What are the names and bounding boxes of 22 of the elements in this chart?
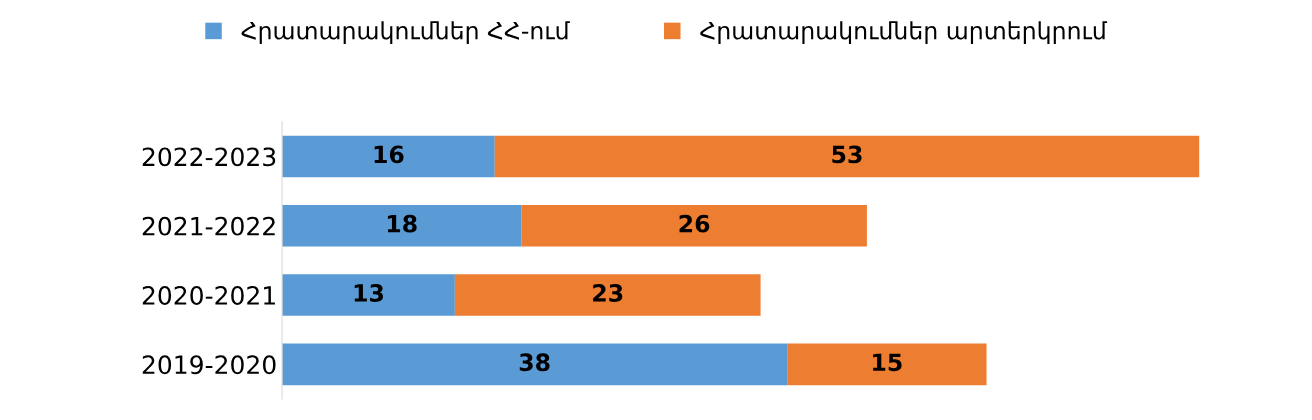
legend-label: Հրատարակումներ ՀՀ-ում xyxy=(241,21,570,45)
bar xyxy=(494,135,1200,178)
data-label: 53 xyxy=(832,145,862,164)
bar xyxy=(282,204,522,247)
bar xyxy=(521,204,867,247)
data-label: 15 xyxy=(873,353,902,372)
bar xyxy=(787,343,987,386)
y-tick-label: 2021-2022 xyxy=(142,216,275,236)
y-tick-label: 2020-2021 xyxy=(142,285,275,305)
data-label: 13 xyxy=(354,284,384,302)
data-label: 38 xyxy=(519,353,550,372)
bar xyxy=(454,274,761,316)
data-label: 16 xyxy=(374,145,404,164)
bar xyxy=(282,135,495,178)
bar xyxy=(282,274,455,316)
data-label: 23 xyxy=(593,284,623,302)
y-tick-label: 2022-2023 xyxy=(142,147,276,167)
y-tick-label: 2019-2020 xyxy=(142,355,276,375)
data-label: 26 xyxy=(679,214,710,233)
bar xyxy=(282,343,788,386)
data-label: 18 xyxy=(387,214,417,233)
legend-label: Հրատարակումներ արտերկրում xyxy=(700,21,1108,45)
